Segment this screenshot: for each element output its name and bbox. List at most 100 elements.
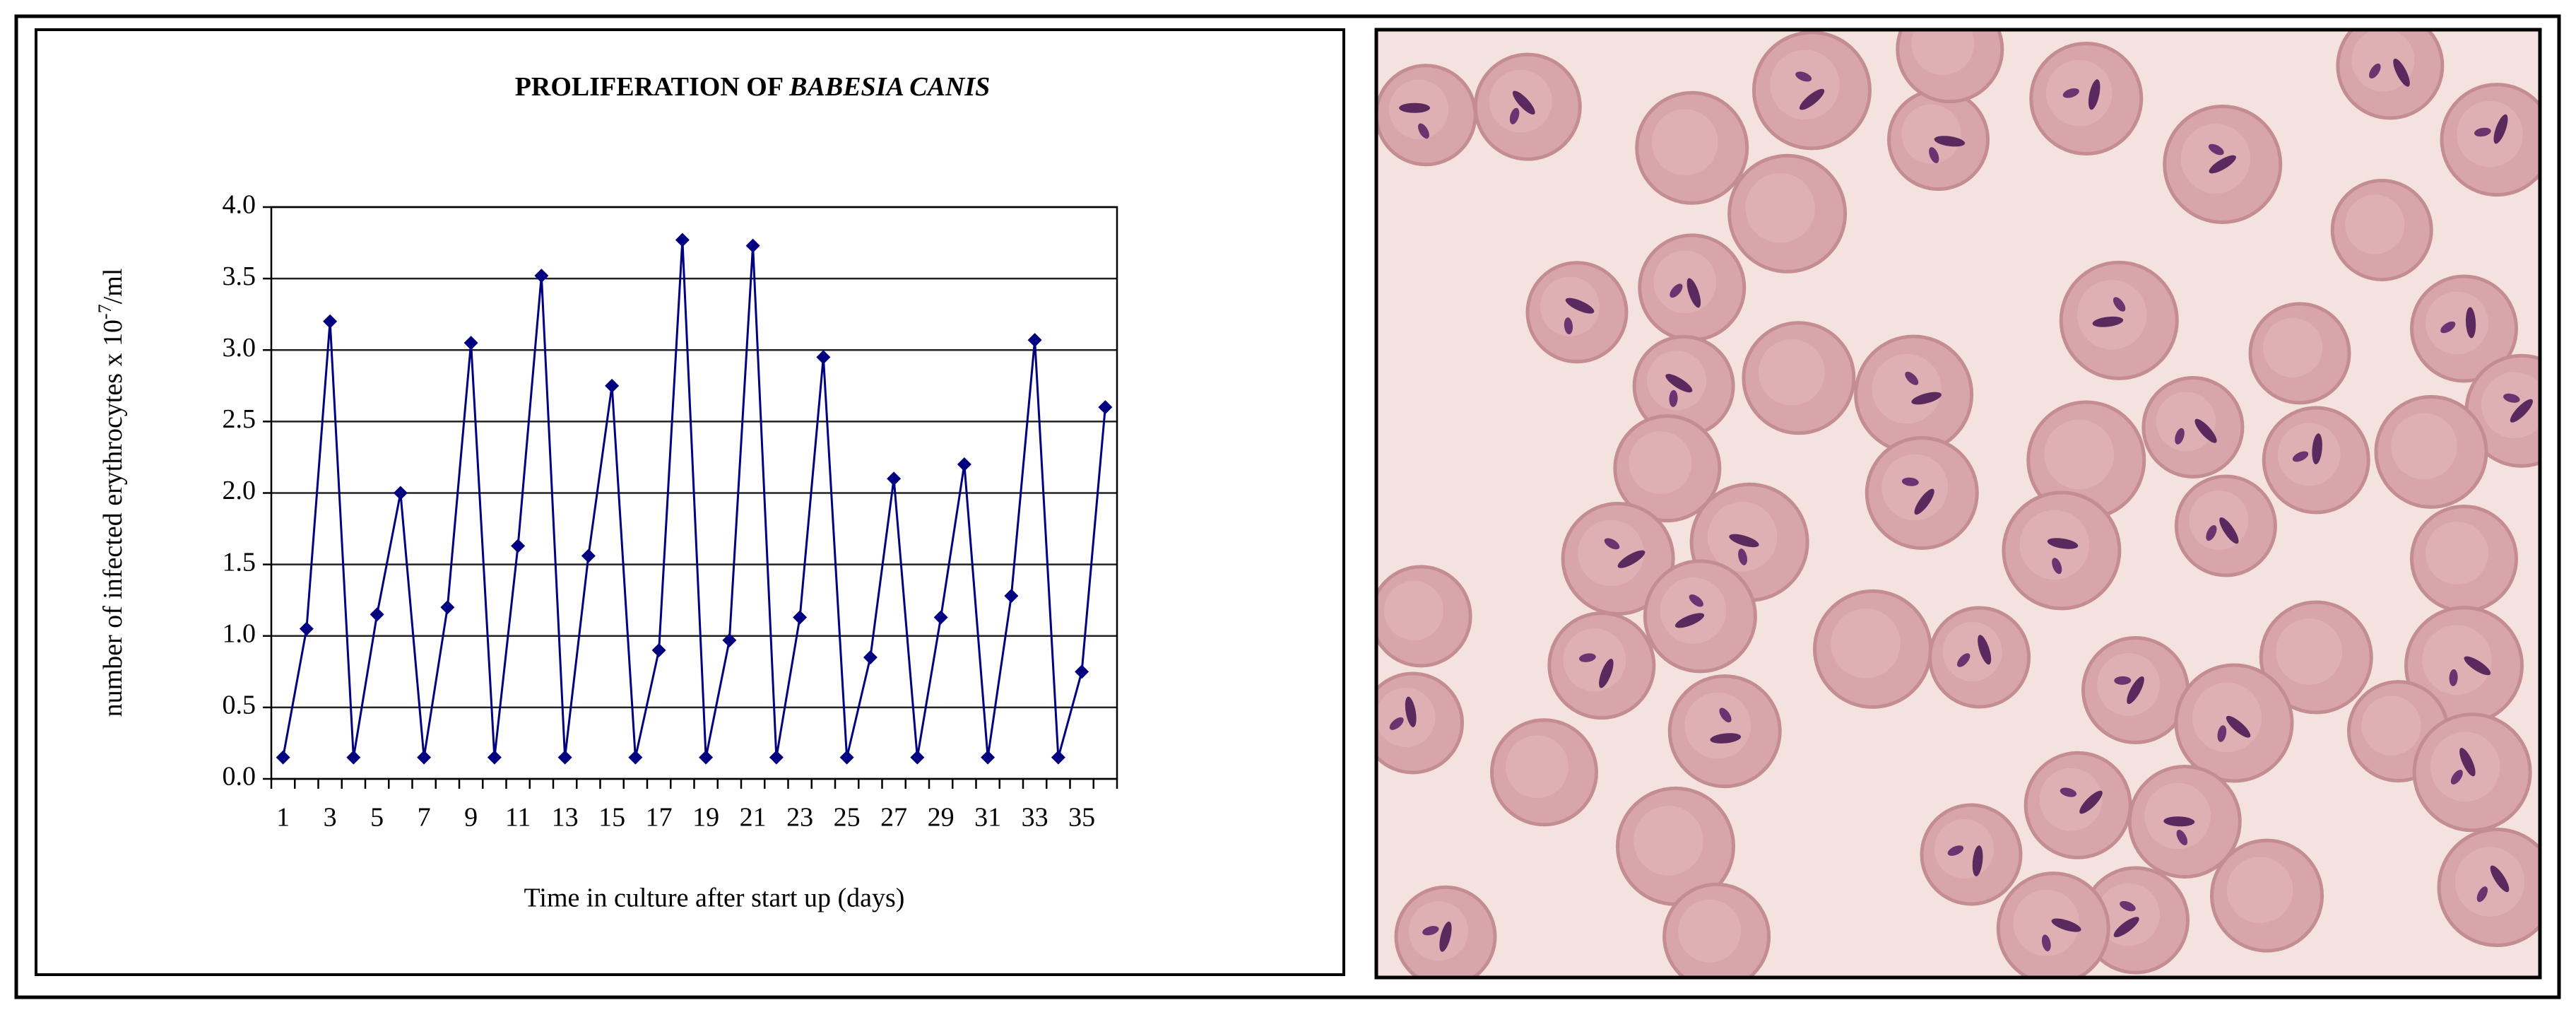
parasite: [1972, 845, 1983, 876]
cell-highlight: [2045, 59, 2113, 127]
parasite: [1674, 613, 1705, 628]
parasite: [2449, 669, 2458, 686]
data-point: [1051, 750, 1065, 765]
cell-highlight: [1911, 31, 1975, 76]
parasite: [1799, 88, 1825, 110]
parasite: [1738, 548, 1747, 565]
parasite: [1686, 278, 1701, 308]
cell-highlight: [1629, 431, 1692, 495]
parasite: [1719, 707, 1732, 723]
parasite: [2440, 321, 2456, 334]
x-tick-label: 3: [324, 803, 337, 833]
parasite: [2465, 307, 2476, 339]
cell-highlight: [2361, 695, 2421, 756]
cell-highlight: [1633, 806, 1703, 876]
cell-highlight: [1378, 688, 1436, 747]
parasite: [2209, 155, 2236, 174]
y-tick-label: 1.0: [223, 618, 256, 648]
data-point: [581, 548, 596, 563]
chart-frame: [35, 28, 1345, 976]
parasite: [2062, 88, 2079, 98]
cell-highlight: [2077, 280, 2147, 350]
data-point: [440, 600, 455, 615]
data-point: [1098, 400, 1113, 415]
data-point: [1075, 664, 1089, 679]
data-point: [628, 750, 643, 765]
parasite: [2113, 917, 2139, 938]
cell-highlight: [2156, 392, 2216, 452]
cell-highlight: [1578, 519, 1644, 587]
data-point: [793, 610, 808, 625]
parasite: [1439, 921, 1452, 952]
data-point: [323, 314, 338, 329]
parasite: [1579, 653, 1596, 662]
parasite: [1509, 107, 1520, 124]
y-tick-label: 4.0: [223, 190, 256, 220]
parasite: [1929, 147, 1939, 163]
parasite: [1901, 477, 1919, 486]
parasite: [2219, 517, 2239, 544]
cell-highlight: [2426, 291, 2488, 355]
parasite: [2163, 816, 2195, 827]
data-point: [863, 650, 878, 665]
data-point: [370, 607, 384, 622]
parasite: [2088, 79, 2101, 110]
data-point: [887, 471, 902, 486]
cell-highlight: [1745, 173, 1815, 243]
parasite: [1617, 550, 1646, 568]
parasite: [1512, 90, 1535, 115]
data-point: [957, 457, 971, 472]
cell-highlight: [1901, 104, 1961, 164]
cell-highlight: [1563, 628, 1626, 692]
photo-frame: [1374, 28, 2542, 980]
parasite: [2092, 316, 2124, 327]
parasite: [2041, 934, 2051, 951]
parasite: [2464, 656, 2491, 676]
parasite: [1418, 123, 1429, 139]
cell-highlight: [2044, 419, 2114, 490]
x-tick-label: 5: [370, 803, 384, 833]
y-tick-label: 2.0: [223, 476, 256, 505]
parasite: [1422, 926, 1439, 936]
x-tick-label: 35: [1068, 803, 1095, 833]
cell-highlight: [1651, 109, 1718, 176]
parasite: [1905, 371, 1919, 385]
data-point: [417, 750, 432, 765]
cell-highlight: [2276, 618, 2343, 685]
parasite: [2060, 787, 2077, 797]
parasite: [1665, 374, 1693, 393]
cell-highlight: [1759, 339, 1825, 406]
parasite: [2476, 886, 2488, 903]
parasite: [2206, 524, 2217, 541]
cell-highlight: [2422, 625, 2492, 695]
parasite: [2217, 725, 2227, 742]
data-point: [276, 750, 290, 765]
parasite: [2120, 900, 2136, 912]
x-tick-label: 27: [880, 803, 907, 833]
data-point: [346, 750, 361, 765]
cell-highlight: [2391, 413, 2457, 480]
cell-highlight: [2189, 491, 2249, 550]
cell-highlight: [2226, 857, 2293, 923]
x-tick-label: 1: [276, 803, 290, 833]
y-tick-label: 1.5: [223, 547, 256, 577]
x-axis-label: Time in culture after start up (days): [524, 883, 905, 913]
data-point: [839, 750, 854, 765]
parasite: [2510, 399, 2533, 423]
parasite: [2292, 451, 2309, 462]
parasite: [2051, 918, 2081, 932]
micrograph: [1378, 31, 2539, 976]
parasite: [2474, 127, 2491, 137]
y-tick-label: 0.0: [223, 762, 256, 792]
cell-highlight: [2481, 372, 2539, 439]
title-text: PROLIFERATION OF: [515, 72, 783, 102]
x-tick-label: 7: [418, 803, 431, 833]
cell-highlight: [2263, 317, 2322, 377]
x-tick-label: 9: [464, 803, 478, 833]
data-point: [699, 750, 714, 765]
x-tick-label: 11: [505, 803, 531, 833]
parasite: [1795, 71, 1812, 82]
cell-highlight: [2345, 194, 2405, 254]
